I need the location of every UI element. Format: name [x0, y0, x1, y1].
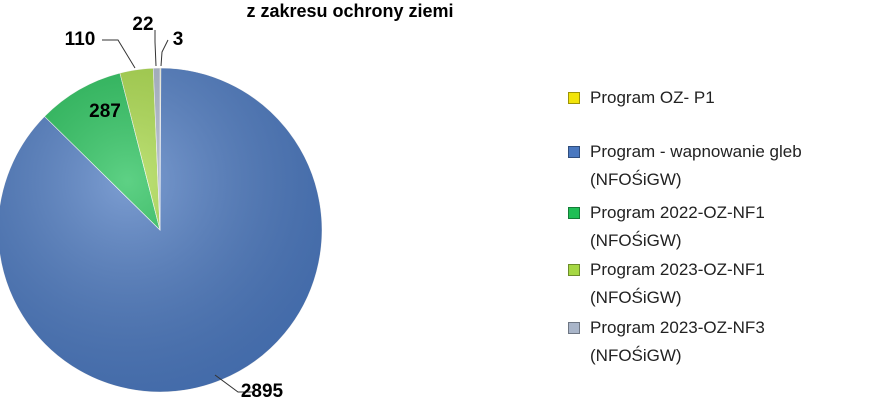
- legend-swatch: [568, 207, 580, 219]
- data-label: 110: [65, 29, 96, 50]
- data-label: 287: [89, 101, 121, 122]
- legend-label: Program OZ- P1: [590, 88, 715, 107]
- legend-swatch: [568, 92, 580, 104]
- legend-swatch: [568, 264, 580, 276]
- data-label: 3: [173, 29, 184, 50]
- data-label: 22: [132, 14, 153, 35]
- chart-title: z zakresu ochrony ziemi: [246, 1, 453, 21]
- legend-item: Program 2023-OZ-NF1 (NFOŚiGW): [568, 256, 830, 312]
- legend-item: Program 2023-OZ-NF3 (NFOŚiGW): [568, 314, 830, 370]
- legend-swatch: [568, 322, 580, 334]
- legend-label: Program - wapnowanie gleb (NFOŚiGW): [590, 142, 802, 189]
- leader-line: [214, 374, 252, 393]
- legend-item: Program - wapnowanie gleb (NFOŚiGW): [568, 138, 830, 194]
- legend-item: Program 2022-OZ-NF1 (NFOŚiGW): [568, 199, 830, 255]
- data-label: 2895: [241, 381, 284, 402]
- leader-line: [154, 30, 157, 67]
- legend-label: Program 2022-OZ-NF1 (NFOŚiGW): [590, 203, 765, 250]
- legend-item: Program OZ- P1: [568, 84, 830, 112]
- legend-swatch: [568, 146, 580, 158]
- legend-label: Program 2023-OZ-NF1 (NFOŚiGW): [590, 260, 765, 307]
- leader-line: [102, 39, 136, 69]
- legend-label: Program 2023-OZ-NF3 (NFOŚiGW): [590, 318, 765, 365]
- leader-line: [160, 39, 169, 67]
